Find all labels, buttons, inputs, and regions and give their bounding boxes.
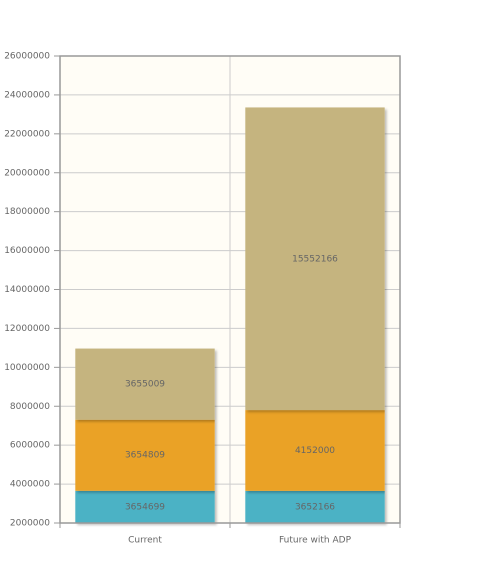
y-tick-label: 6000000: [10, 441, 50, 451]
value-label: 3652166: [295, 502, 335, 512]
y-tick-label: 24000000: [4, 90, 50, 100]
value-label: 3655009: [125, 380, 165, 390]
value-label: 15552166: [292, 254, 338, 264]
bar-segment: [75, 490, 215, 523]
bar-segment: [245, 490, 385, 523]
y-tick-label: 4000000: [10, 480, 50, 490]
value-label: 4152000: [295, 446, 335, 456]
x-tick-label: Current: [128, 536, 162, 546]
y-tick-label: 12000000: [4, 324, 50, 334]
y-tick-label: 18000000: [4, 207, 50, 217]
bar-segment: [75, 419, 215, 491]
bar-segment: [245, 410, 385, 491]
value-label: 3654699: [125, 502, 165, 512]
value-label: 3654809: [125, 451, 165, 461]
y-tick-label: 8000000: [10, 402, 50, 412]
y-tick-label: 26000000: [4, 52, 50, 62]
y-tick-label: 2000000: [10, 519, 50, 529]
plot-border: [59, 55, 401, 524]
y-tick-label: 14000000: [4, 285, 50, 295]
y-tick-label: 22000000: [4, 129, 50, 139]
bar-segment: [75, 348, 215, 420]
x-tick-label: Future with ADP: [279, 536, 352, 546]
y-tick-label: 20000000: [4, 168, 50, 178]
bar-segment: [245, 107, 385, 411]
y-tick-label: 16000000: [4, 246, 50, 256]
y-tick-label: 10000000: [4, 363, 50, 373]
